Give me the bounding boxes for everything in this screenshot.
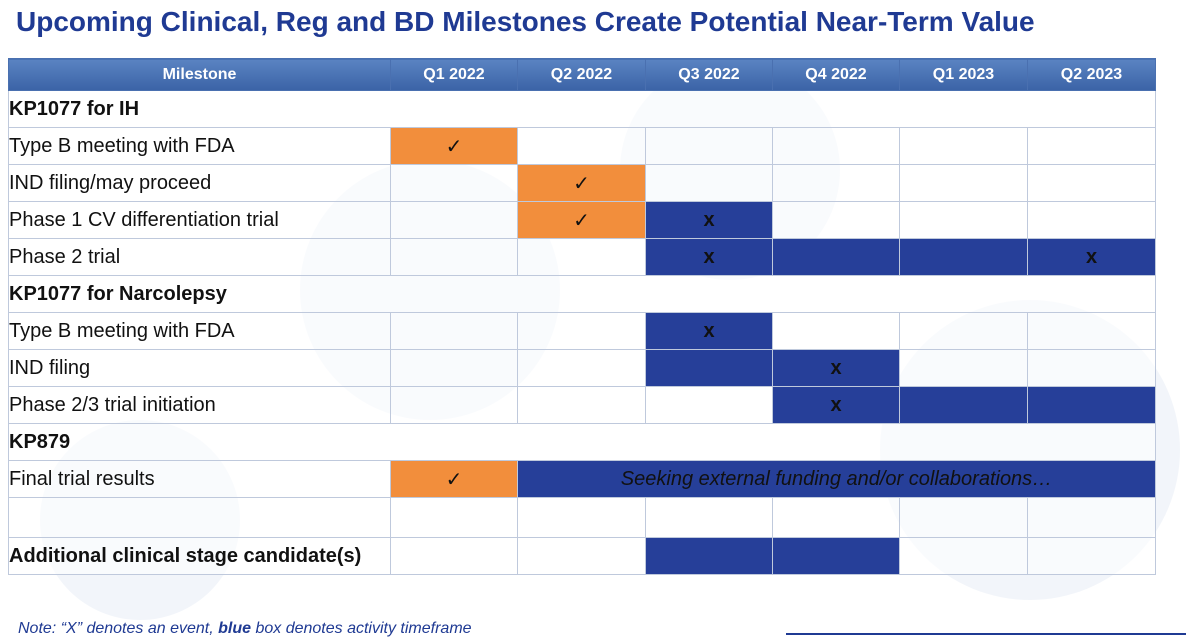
column-header-q1-2023: Q1 2023 — [899, 58, 1028, 91]
empty-cell — [899, 127, 1028, 165]
funding-banner: Seeking external funding and/or collabor… — [517, 460, 1156, 498]
empty-cell — [645, 497, 773, 538]
empty-cell — [390, 164, 518, 202]
timeframe-cell — [645, 537, 773, 575]
timeframe-cell — [899, 238, 1028, 276]
milestone-label: Phase 2 trial — [8, 238, 391, 276]
empty-cell — [1027, 349, 1156, 387]
spacer-row — [8, 497, 1156, 538]
section-row: KP879 — [8, 423, 1156, 461]
table-row: Additional clinical stage candidate(s) — [8, 537, 1156, 575]
footnote-bold: blue — [218, 620, 252, 637]
milestone-label: IND filing — [8, 349, 391, 387]
bottom-rule — [786, 633, 1186, 635]
timeframe-cell — [1027, 386, 1156, 424]
milestone-label: Type B meeting with FDA — [8, 312, 391, 350]
column-header-milestone: Milestone — [8, 58, 391, 91]
empty-cell — [1027, 127, 1156, 165]
event-cell: x — [772, 349, 900, 387]
milestone-label: Phase 1 CV differentiation trial — [8, 201, 391, 239]
empty-cell — [517, 386, 646, 424]
table-row: Final trial results ✓ Seeking external f… — [8, 460, 1156, 498]
milestone-label: Final trial results — [8, 460, 391, 498]
column-header-q1-2022: Q1 2022 — [390, 58, 518, 91]
empty-cell — [517, 238, 646, 276]
section-heading: KP1077 for IH — [8, 90, 1156, 128]
table-row: Phase 2 trial x x — [8, 238, 1156, 276]
empty-cell — [390, 349, 518, 387]
timeframe-cell — [899, 386, 1028, 424]
section-row: KP1077 for IH — [8, 90, 1156, 128]
event-cell: x — [645, 238, 773, 276]
empty-cell — [772, 201, 900, 239]
event-cell: x — [645, 312, 773, 350]
empty-cell — [772, 497, 900, 538]
empty-cell — [517, 497, 646, 538]
timeframe-cell — [645, 349, 773, 387]
empty-cell — [1027, 164, 1156, 202]
table-row: Type B meeting with FDA x — [8, 312, 1156, 350]
empty-cell — [390, 238, 518, 276]
empty-cell — [899, 201, 1028, 239]
event-cell: x — [645, 201, 773, 239]
table-row: Phase 1 CV differentiation trial ✓ x — [8, 201, 1156, 239]
empty-cell — [899, 497, 1028, 538]
empty-cell — [390, 497, 518, 538]
column-header-q2-2022: Q2 2022 — [517, 58, 646, 91]
empty-cell — [899, 312, 1028, 350]
empty-cell — [1027, 497, 1156, 538]
empty-cell — [899, 349, 1028, 387]
check-cell: ✓ — [390, 460, 518, 498]
milestone-label: Type B meeting with FDA — [8, 127, 391, 165]
empty-cell — [390, 201, 518, 239]
empty-cell — [772, 164, 900, 202]
empty-cell — [899, 537, 1028, 575]
table-row: IND filing x — [8, 349, 1156, 387]
check-cell: ✓ — [517, 164, 646, 202]
empty-cell — [1027, 201, 1156, 239]
table-row: Type B meeting with FDA ✓ — [8, 127, 1156, 165]
milestone-label: Additional clinical stage candidate(s) — [8, 537, 391, 575]
empty-cell — [390, 537, 518, 575]
column-header-q4-2022: Q4 2022 — [772, 58, 900, 91]
table-row: Phase 2/3 trial initiation x — [8, 386, 1156, 424]
empty-cell — [645, 386, 773, 424]
empty-cell — [8, 497, 391, 538]
empty-cell — [772, 312, 900, 350]
table-row: IND filing/may proceed ✓ — [8, 164, 1156, 202]
empty-cell — [517, 349, 646, 387]
empty-cell — [390, 312, 518, 350]
timeframe-cell — [772, 537, 900, 575]
footnote-prefix: Note: “X” denotes an event, — [18, 620, 219, 637]
empty-cell — [517, 127, 646, 165]
empty-cell — [1027, 537, 1156, 575]
empty-cell — [772, 127, 900, 165]
empty-cell — [899, 164, 1028, 202]
column-header-q2-2023: Q2 2023 — [1027, 58, 1156, 91]
header-row: Milestone Q1 2022 Q2 2022 Q3 2022 Q4 202… — [8, 58, 1156, 91]
milestone-table: Milestone Q1 2022 Q2 2022 Q3 2022 Q4 202… — [8, 58, 1156, 575]
empty-cell — [517, 537, 646, 575]
timeframe-cell — [772, 238, 900, 276]
empty-cell — [390, 386, 518, 424]
footnote: Note: “X” denotes an event, blue box den… — [18, 620, 472, 638]
empty-cell — [1027, 312, 1156, 350]
section-heading: KP1077 for Narcolepsy — [8, 275, 1156, 313]
section-row: KP1077 for Narcolepsy — [8, 275, 1156, 313]
milestone-label: Phase 2/3 trial initiation — [8, 386, 391, 424]
footnote-suffix: box denotes activity timeframe — [251, 620, 472, 637]
milestone-label: IND filing/may proceed — [8, 164, 391, 202]
section-heading: KP879 — [8, 423, 1156, 461]
event-cell: x — [1027, 238, 1156, 276]
empty-cell — [517, 312, 646, 350]
page-title: Upcoming Clinical, Reg and BD Milestones… — [16, 6, 1035, 37]
empty-cell — [645, 127, 773, 165]
event-cell: x — [772, 386, 900, 424]
column-header-q3-2022: Q3 2022 — [645, 58, 773, 91]
empty-cell — [645, 164, 773, 202]
check-cell: ✓ — [517, 201, 646, 239]
check-cell: ✓ — [390, 127, 518, 165]
